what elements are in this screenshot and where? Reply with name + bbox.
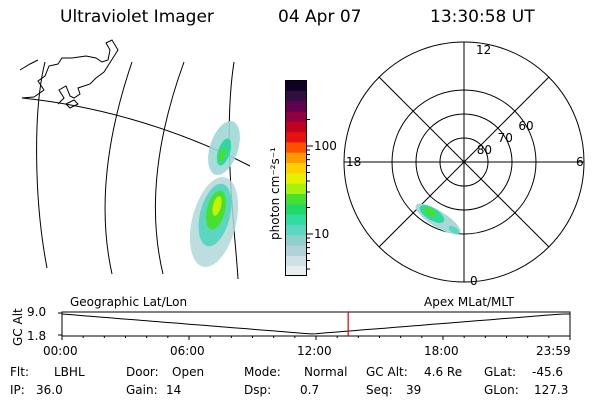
- colorbar: [285, 80, 307, 277]
- colorbar-swatch: [285, 183, 307, 194]
- footer-value: 4.6 Re: [424, 365, 463, 379]
- footer-key: IP:: [10, 383, 25, 397]
- timeline-left-label: Geographic Lat/Lon: [70, 295, 188, 309]
- colorbar-ticks: [307, 119, 313, 270]
- polar-aurora: [415, 203, 461, 235]
- colorbar-swatch: [285, 172, 307, 184]
- colorbar-swatch: [285, 193, 307, 205]
- latitude-label: 60: [518, 119, 534, 133]
- x-tick-label: 00:00: [43, 344, 78, 358]
- y-tick-label: 1.8: [27, 329, 47, 343]
- x-tick-label: 23:59: [536, 344, 571, 358]
- colorbar-swatch: [285, 234, 307, 246]
- footer-key: GLat:: [484, 365, 517, 379]
- aurora-emission-map: [189, 121, 240, 267]
- footer-value: 127.3: [534, 383, 569, 397]
- mlt-label: 18: [346, 155, 362, 169]
- colorbar-swatch: [285, 214, 307, 225]
- colorbar-swatch: [285, 203, 307, 215]
- colorbar-tick-label: 10: [314, 227, 330, 241]
- colorbar-tick-label: 100: [314, 139, 337, 153]
- footer-value: LBHL: [54, 365, 85, 379]
- colorbar-swatch: [285, 100, 307, 112]
- timeline-frame: [61, 311, 571, 337]
- header-date: 04 Apr 07: [278, 7, 362, 27]
- mlt-label: 12: [476, 43, 492, 57]
- footer-value: Normal: [304, 365, 348, 379]
- mlt-label: 6: [576, 155, 584, 169]
- footer-key: Gain:: [126, 383, 158, 397]
- mlt-axis-diagonal: [378, 76, 550, 248]
- colorbar-swatch: [285, 152, 307, 164]
- timeline-right-label: Apex MLat/MLT: [424, 295, 514, 309]
- colorbar-swatch: [285, 141, 307, 153]
- latitude-label: 70: [497, 131, 513, 145]
- footer-key: Door:: [126, 365, 159, 379]
- longitude-line: [155, 61, 185, 275]
- instrument-title: Ultraviolet Imager: [60, 7, 214, 27]
- footer-key: Flt:: [10, 365, 29, 379]
- colorbar-swatch: [285, 224, 307, 236]
- colorbar-swatch: [285, 255, 307, 267]
- longitude-line: [104, 61, 133, 275]
- footer-key: Dsp:: [244, 383, 272, 397]
- footer-value: -45.6: [532, 365, 564, 379]
- mlt-label: 0: [470, 274, 478, 288]
- colorbar-swatch: [285, 131, 307, 143]
- latitude-label: 80: [476, 143, 493, 157]
- longitude-line: [36, 61, 48, 269]
- footer-value: Open: [172, 365, 205, 379]
- footer-value: 0.7: [300, 383, 320, 397]
- x-tick-label: 18:00: [424, 344, 459, 358]
- header-time: 13:30:58 UT: [430, 7, 535, 27]
- colorbar-swatch: [285, 162, 307, 174]
- x-tick-label: 12:00: [297, 344, 332, 358]
- footer-key: Seq:: [366, 383, 393, 397]
- colorbar-frame: [285, 80, 307, 276]
- colorbar-swatch: [285, 121, 307, 133]
- y-tick-label: 9.0: [27, 305, 47, 319]
- footer-key: GLon:: [484, 383, 519, 397]
- footer-value: 39: [406, 383, 422, 397]
- colorbar-swatch: [285, 245, 307, 256]
- colorbar-swatch: [285, 90, 307, 102]
- footer-key: GC Alt:: [366, 365, 408, 379]
- footer-value: 14: [166, 383, 182, 397]
- colorbar-swatch: [285, 80, 307, 91]
- altitude-curve: [61, 313, 570, 335]
- footer-value: 36.0: [36, 383, 63, 397]
- colorbar-swatch: [285, 265, 307, 277]
- colorbar-swatch: [285, 110, 307, 122]
- footer-key: Mode:: [244, 365, 281, 379]
- x-tick-label: 06:00: [170, 344, 205, 358]
- coastline: [21, 39, 119, 105]
